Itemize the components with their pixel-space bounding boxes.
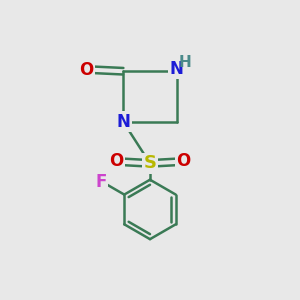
Text: F: F <box>96 172 107 190</box>
Text: N: N <box>116 113 130 131</box>
Text: N: N <box>170 60 184 78</box>
Text: S: S <box>143 154 157 172</box>
Text: H: H <box>179 55 191 70</box>
Text: O: O <box>176 152 190 170</box>
Text: O: O <box>80 61 94 79</box>
Text: O: O <box>110 152 124 170</box>
